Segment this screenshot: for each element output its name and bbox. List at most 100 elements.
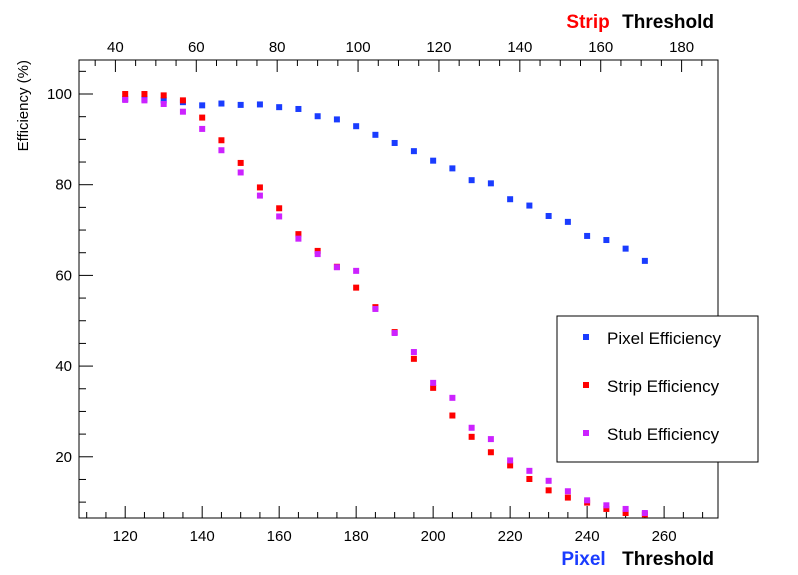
left-axis-tick-label: 60 — [55, 267, 72, 284]
point-stub — [333, 264, 340, 271]
legend: Pixel Efficiency Strip Efficiency Stub E… — [556, 315, 759, 463]
bottom-axis-title: Pixel Threshold — [561, 549, 714, 570]
legend-marker-stub — [583, 430, 589, 436]
point-strip — [468, 433, 475, 440]
point-strip — [526, 476, 533, 483]
point-stub — [122, 96, 129, 103]
point-stub — [160, 100, 167, 107]
point-stub — [468, 424, 475, 431]
y-axis-title: Efficiency (%) — [15, 60, 32, 151]
point-strip — [430, 384, 437, 391]
point-stub — [141, 97, 148, 104]
data-points — [122, 91, 648, 518]
legend-marker-pixel — [583, 334, 589, 340]
point-strip — [122, 91, 129, 98]
point-pixel — [237, 101, 244, 108]
point-pixel — [333, 116, 340, 123]
top-axis-tick-label: 160 — [588, 39, 613, 56]
point-strip — [314, 247, 321, 254]
bottom-axis-title-prefix: Pixel — [561, 549, 605, 570]
legend-marker-strip — [583, 382, 589, 388]
point-pixel — [199, 102, 206, 109]
point-strip — [160, 92, 167, 99]
point-strip — [295, 231, 302, 238]
top-axis-tick-label: 120 — [426, 39, 451, 56]
bottom-axis-tick-label: 160 — [267, 528, 292, 545]
point-strip — [199, 114, 206, 121]
point-stub — [603, 502, 610, 509]
point-pixel — [295, 105, 302, 112]
point-strip — [256, 184, 263, 191]
point-strip — [237, 159, 244, 166]
point-strip — [564, 494, 571, 501]
point-pixel — [160, 97, 167, 104]
point-strip — [276, 205, 283, 212]
point-stub — [526, 467, 533, 474]
point-pixel — [584, 232, 591, 239]
point-pixel — [372, 131, 379, 138]
point-pixel — [545, 212, 552, 219]
point-stub — [372, 305, 379, 312]
legend-label-pixel: Pixel Efficiency — [607, 329, 722, 348]
legend-box — [556, 315, 759, 463]
point-stub — [545, 477, 552, 484]
left-axis-tick-label: 80 — [55, 177, 72, 194]
top-axis-tick-label: 80 — [269, 39, 286, 56]
point-stub — [410, 349, 417, 356]
bottom-axis: 120 140 160 180 200 220 240 260 — [86, 506, 704, 545]
point-stub — [430, 379, 437, 386]
top-axis-title-prefix: Strip — [566, 12, 609, 33]
bottom-axis-tick-label: 240 — [575, 528, 600, 545]
point-pixel — [641, 257, 648, 264]
point-strip — [353, 284, 360, 291]
left-axis: 20 40 60 80 100 — [47, 70, 93, 503]
point-pixel — [430, 157, 437, 164]
point-pixel — [353, 123, 360, 130]
point-pixel — [218, 100, 225, 107]
point-stub — [641, 510, 648, 517]
point-stub — [276, 213, 283, 220]
point-strip — [179, 97, 186, 104]
point-pixel — [564, 218, 571, 225]
point-pixel — [487, 180, 494, 187]
left-axis-tick-label: 40 — [55, 358, 72, 375]
point-stub — [507, 457, 514, 464]
point-pixel — [468, 177, 475, 184]
bottom-axis-tick-label: 260 — [652, 528, 677, 545]
bottom-axis-tick-label: 120 — [113, 528, 138, 545]
point-strip — [410, 355, 417, 362]
point-strip — [487, 449, 494, 456]
top-axis-tick-label: 140 — [507, 39, 532, 56]
point-stub — [295, 235, 302, 242]
left-axis-tick-label: 20 — [55, 449, 72, 466]
point-stub — [622, 505, 629, 512]
bottom-axis-tick-label: 140 — [190, 528, 215, 545]
point-pixel — [449, 165, 456, 172]
point-stub — [391, 329, 398, 336]
top-axis: 40 60 80 100 120 140 160 180 — [94, 39, 703, 72]
point-strip — [141, 91, 148, 98]
top-axis-tick-label: 180 — [669, 39, 694, 56]
bottom-axis-tick-label: 220 — [498, 528, 523, 545]
point-strip — [218, 137, 225, 144]
point-pixel — [410, 148, 417, 155]
top-axis-tick-label: 40 — [107, 39, 124, 56]
point-pixel — [391, 139, 398, 146]
top-axis-tick-label: 100 — [346, 39, 371, 56]
bottom-axis-tick-label: 200 — [421, 528, 446, 545]
point-pixel — [603, 237, 610, 244]
top-axis-title: Strip Threshold — [566, 12, 714, 33]
point-pixel — [314, 113, 321, 120]
point-stub — [564, 488, 571, 495]
point-stub — [449, 394, 456, 401]
left-axis-tick-label: 100 — [47, 86, 72, 103]
point-stub — [314, 251, 321, 258]
point-pixel — [526, 202, 533, 209]
top-axis-tick-label: 60 — [188, 39, 205, 56]
point-pixel — [507, 196, 514, 203]
bottom-axis-tick-label: 180 — [344, 528, 369, 545]
point-strip — [507, 462, 514, 469]
point-pixel — [276, 104, 283, 111]
point-pixel — [256, 101, 263, 108]
